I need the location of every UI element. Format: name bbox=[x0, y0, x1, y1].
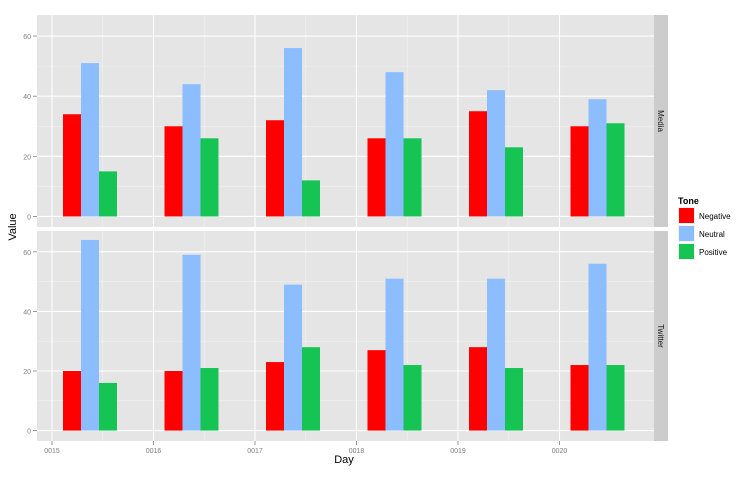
bar-twitter-positive-0019 bbox=[505, 368, 523, 431]
x-tick-label: 0015 bbox=[44, 448, 60, 455]
bar-twitter-neutral-0016 bbox=[182, 254, 201, 431]
bar-media-positive-0018 bbox=[403, 138, 422, 217]
x-tick-label: 0017 bbox=[247, 448, 263, 455]
facet-strip bbox=[654, 15, 668, 227]
x-tick-label: 0018 bbox=[349, 448, 365, 455]
facet-panel-twitter: 0 20 40 60 Twitter bbox=[23, 231, 668, 441]
bar-twitter-negative-0017 bbox=[266, 362, 284, 431]
bar-media-neutral-0015 bbox=[81, 63, 99, 217]
x-tick-label: 0019 bbox=[450, 448, 466, 455]
bar-media-negative-0020 bbox=[570, 126, 589, 217]
bar-twitter-positive-0020 bbox=[606, 365, 625, 431]
bar-twitter-negative-0015 bbox=[63, 371, 81, 431]
facet-strip-label: Twitter bbox=[656, 324, 665, 348]
bar-media-negative-0018 bbox=[367, 138, 386, 217]
y-tick-label: 60 bbox=[23, 34, 31, 41]
y-tick-label: 20 bbox=[23, 369, 31, 376]
legend: Tone Negative Neutral Positive bbox=[678, 196, 731, 260]
y-tick-label: 0 bbox=[27, 214, 31, 221]
legend-swatch-neutral bbox=[679, 226, 694, 241]
bar-twitter-negative-0018 bbox=[367, 350, 386, 431]
y-tick-label: 40 bbox=[23, 309, 31, 316]
bar-media-positive-0016 bbox=[200, 138, 219, 217]
bar-twitter-positive-0015 bbox=[99, 382, 117, 431]
x-tick-label: 0016 bbox=[146, 448, 162, 455]
bar-twitter-negative-0020 bbox=[570, 365, 589, 431]
legend-label-negative: Negative bbox=[699, 212, 731, 221]
panel-background bbox=[37, 15, 654, 227]
y-tick-label: 20 bbox=[23, 154, 31, 161]
legend-label-positive: Positive bbox=[699, 248, 728, 257]
bar-media-positive-0019 bbox=[505, 147, 523, 217]
bar-media-neutral-0016 bbox=[182, 84, 201, 217]
facet-panels: 0 20 40 60 Media 0 20 40 60 Twitter bbox=[23, 15, 668, 441]
facet-panel-media: 0 20 40 60 Media bbox=[23, 15, 668, 227]
panel-background bbox=[37, 231, 654, 441]
bar-twitter-neutral-0017 bbox=[284, 284, 302, 431]
bar-media-negative-0015 bbox=[63, 114, 81, 217]
bar-twitter-neutral-0019 bbox=[487, 278, 505, 431]
y-tick-label: 0 bbox=[27, 429, 31, 436]
bar-media-neutral-0018 bbox=[385, 72, 404, 217]
bar-media-positive-0020 bbox=[606, 123, 625, 217]
bar-media-negative-0019 bbox=[469, 111, 487, 217]
bar-twitter-positive-0016 bbox=[200, 368, 219, 431]
bar-media-neutral-0019 bbox=[487, 90, 505, 217]
legend-swatch-negative bbox=[679, 208, 694, 223]
bar-twitter-negative-0016 bbox=[164, 371, 183, 431]
x-tick-label: 0020 bbox=[552, 448, 568, 455]
bar-twitter-negative-0019 bbox=[469, 347, 487, 431]
y-tick-label: 40 bbox=[23, 94, 31, 101]
x-axis-title: Day bbox=[334, 454, 354, 466]
bar-twitter-neutral-0020 bbox=[588, 263, 607, 431]
bar-twitter-neutral-0015 bbox=[81, 239, 99, 431]
legend-swatch-positive bbox=[679, 244, 694, 259]
legend-title: Tone bbox=[678, 196, 699, 206]
facet-strip bbox=[654, 231, 668, 441]
y-tick-label: 60 bbox=[23, 250, 31, 257]
bar-media-negative-0017 bbox=[266, 120, 284, 217]
bar-media-neutral-0020 bbox=[588, 99, 607, 217]
bar-twitter-neutral-0018 bbox=[385, 278, 404, 431]
bar-twitter-positive-0017 bbox=[302, 347, 320, 431]
x-axis: 0015 0016 0017 0018 0019 0020 bbox=[44, 441, 567, 455]
facet-strip-label: Media bbox=[656, 110, 665, 132]
bar-media-positive-0017 bbox=[302, 180, 320, 217]
bar-twitter-positive-0018 bbox=[403, 365, 422, 431]
bar-media-positive-0015 bbox=[99, 171, 117, 217]
y-axis-title: Value bbox=[7, 213, 19, 240]
bar-media-negative-0016 bbox=[164, 126, 183, 217]
legend-label-neutral: Neutral bbox=[699, 230, 725, 239]
bar-media-neutral-0017 bbox=[284, 48, 302, 217]
